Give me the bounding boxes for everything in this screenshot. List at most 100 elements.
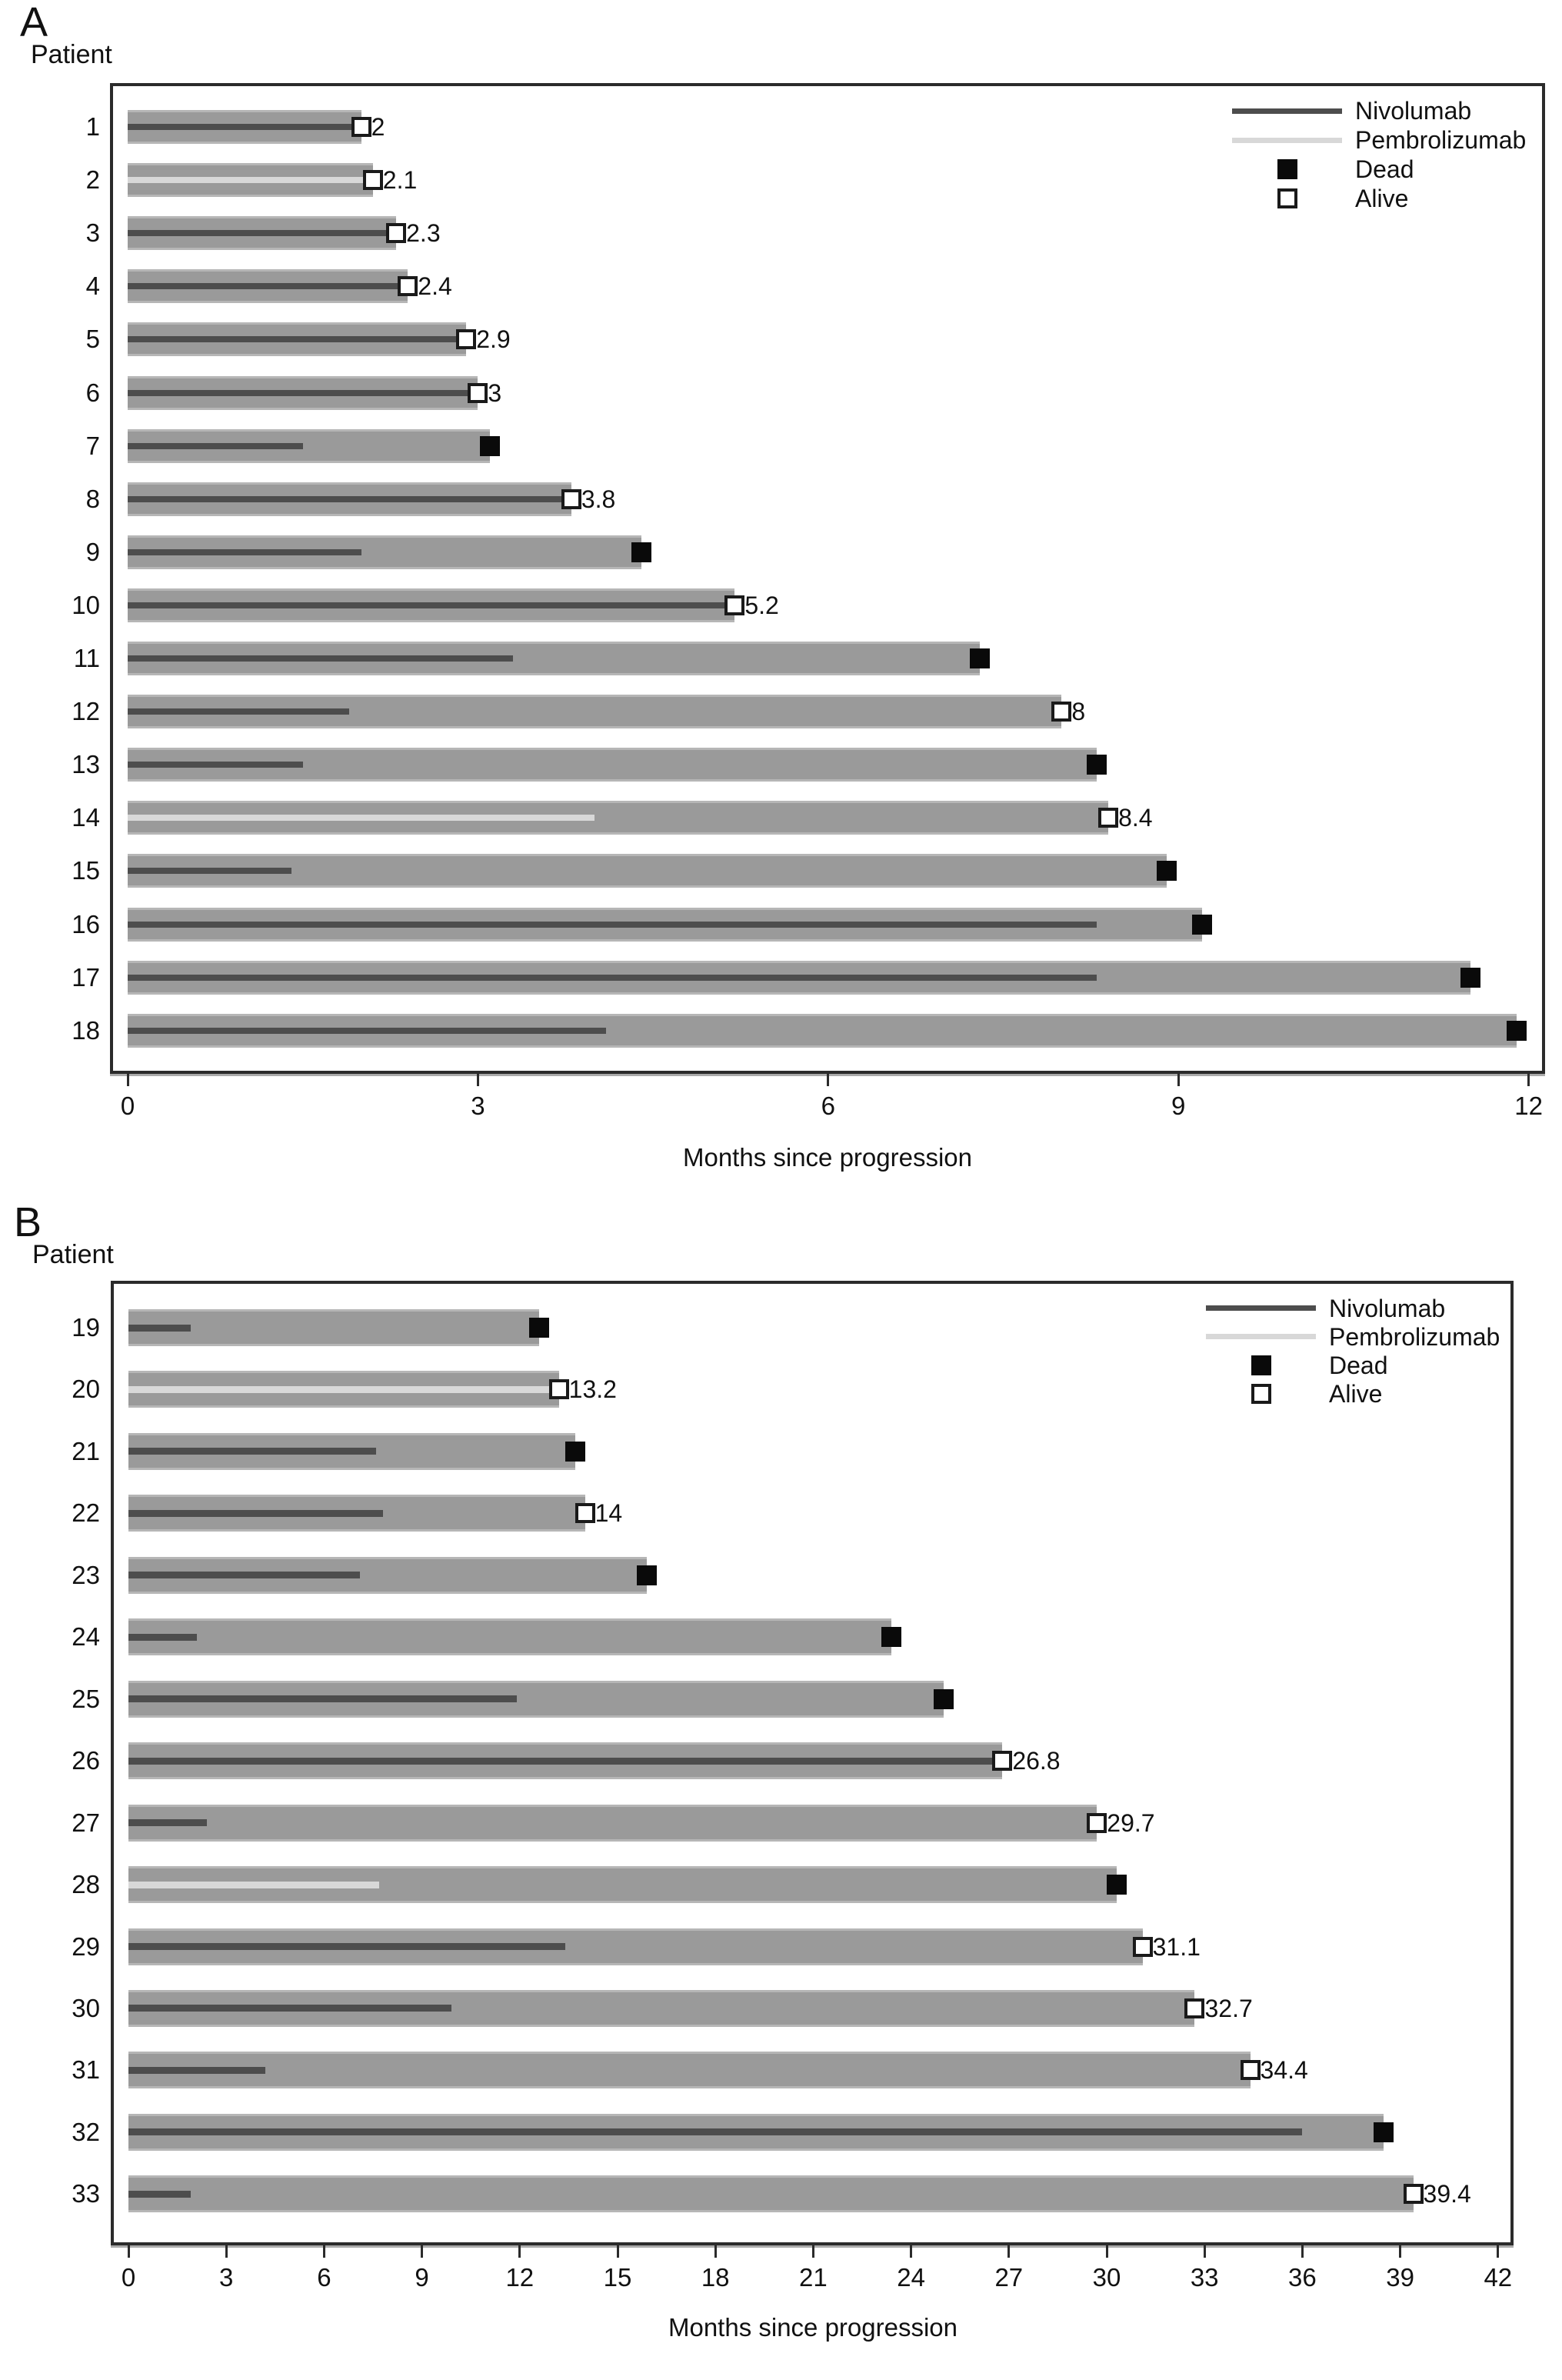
bar-value-label: 29.7 — [1107, 1808, 1155, 1837]
nivolumab-treatment-line — [128, 124, 361, 130]
x-axis-tick-label: 36 — [1288, 2263, 1317, 2292]
alive-marker — [456, 329, 477, 350]
nivolumab-treatment-line — [128, 1943, 566, 1950]
x-axis-tick — [127, 2245, 130, 2258]
patient-number-label: 31 — [72, 2055, 100, 2085]
nivolumab-line-icon — [1206, 1305, 1316, 1311]
bar-value-label: 32.7 — [1204, 1994, 1253, 2022]
alive-marker — [1098, 808, 1119, 828]
x-axis-tick — [225, 2245, 228, 2258]
x-axis-tick — [322, 2245, 325, 2258]
x-axis-tick-label: 12 — [1514, 1092, 1543, 1120]
legend-label-alive: Alive — [1329, 1379, 1383, 1408]
alive-marker — [1240, 2060, 1261, 2081]
x-axis-tick-label: 9 — [1171, 1092, 1186, 1120]
bar-value-label: 34.4 — [1260, 2056, 1308, 2085]
legend-item-pembrolizumab: Pembrolizumab — [1206, 1322, 1500, 1351]
panel-b-x-axis-title: Months since progression — [668, 2313, 958, 2342]
x-axis-tick — [518, 2245, 521, 2258]
bar-value-label: 2 — [371, 113, 385, 141]
nivolumab-treatment-line — [128, 442, 303, 449]
patient-number-label: 13 — [72, 750, 100, 779]
x-axis-tick-label: 15 — [603, 2263, 632, 2292]
x-axis-tick — [476, 1074, 479, 1086]
nivolumab-treatment-line — [128, 1695, 517, 1703]
x-axis-tick-label: 0 — [120, 1092, 135, 1120]
patient-number-label: 29 — [72, 1932, 100, 1961]
dead-marker — [1507, 1020, 1527, 1041]
legend-label-pembrolizumab: Pembrolizumab — [1355, 126, 1527, 154]
bar-value-label: 2.1 — [382, 166, 418, 195]
patient-number-label: 3 — [85, 218, 100, 248]
x-axis-tick — [910, 2245, 913, 2258]
nivolumab-treatment-line — [128, 2005, 451, 2012]
x-axis-tick — [1497, 2245, 1500, 2258]
patient-number-label: 28 — [72, 1870, 100, 1899]
legend-item-dead: Dead — [1206, 1351, 1500, 1379]
alive-marker — [1087, 1812, 1107, 1833]
survival-bar — [128, 1312, 540, 1344]
x-axis-tick — [1177, 1074, 1180, 1086]
legend-item-dead: Dead — [1232, 155, 1526, 184]
dead-marker — [881, 1627, 902, 1648]
patient-number-label: 5 — [85, 325, 100, 354]
nivolumab-treatment-line — [128, 1757, 1003, 1765]
x-axis-tick — [1399, 2245, 1402, 2258]
dead-square-icon — [1251, 1355, 1271, 1375]
x-axis-tick — [714, 2245, 717, 2258]
bar-value-label: 2.3 — [406, 219, 441, 248]
patient-number-label: 14 — [72, 803, 100, 832]
dead-marker — [934, 1688, 954, 1709]
bar-value-label: 14 — [594, 1499, 623, 1528]
legend-item-pembrolizumab: Pembrolizumab — [1232, 125, 1526, 155]
nivolumab-treatment-line — [128, 1448, 377, 1455]
survival-bar — [128, 1806, 1097, 1839]
survival-bar — [128, 1621, 892, 1654]
alive-marker — [386, 223, 407, 244]
dead-marker — [1460, 967, 1480, 988]
patient-number-label: 27 — [72, 1808, 100, 1837]
pembrolizumab-line-icon — [1206, 1334, 1316, 1339]
x-axis-tick-label: 33 — [1190, 2263, 1219, 2292]
bar-value-label: 13.2 — [568, 1375, 617, 1404]
alive-marker — [1403, 2184, 1424, 2205]
nivolumab-treatment-line — [128, 602, 735, 608]
dead-marker — [637, 1565, 658, 1585]
patient-number-label: 20 — [72, 1375, 100, 1404]
nivolumab-treatment-line — [128, 708, 350, 715]
legend-item-alive: Alive — [1232, 184, 1526, 213]
bar-value-label: 2.4 — [418, 272, 452, 301]
x-axis-tick-label: 12 — [505, 2263, 535, 2292]
dead-marker — [479, 435, 500, 456]
dead-marker — [1106, 1875, 1127, 1895]
x-axis-tick-label: 6 — [317, 2263, 331, 2292]
nivolumab-treatment-line — [128, 868, 291, 875]
dead-marker — [1374, 2122, 1394, 2142]
legend-label-nivolumab: Nivolumab — [1329, 1294, 1446, 1322]
patient-number-label: 11 — [73, 644, 100, 672]
survival-bar — [128, 856, 1167, 886]
bar-value-label: 26.8 — [1012, 1747, 1061, 1775]
patient-number-label: 10 — [72, 590, 100, 619]
nivolumab-treatment-line — [128, 2128, 1303, 2136]
patient-number-label: 2 — [85, 165, 100, 195]
legend-item-nivolumab: Nivolumab — [1232, 96, 1526, 125]
bar-value-label: 3.8 — [581, 485, 616, 513]
x-axis-tick-label: 21 — [799, 2263, 828, 2292]
patient-number-label: 18 — [72, 1015, 100, 1045]
nivolumab-treatment-line — [128, 921, 1097, 928]
nivolumab-treatment-line — [128, 389, 478, 396]
survival-bar — [128, 2054, 1251, 2087]
patient-number-label: 33 — [72, 2179, 100, 2208]
panel-a-plot-area — [110, 83, 1545, 1074]
panel-a-x-axis-title: Months since progression — [682, 1143, 973, 1172]
alive-marker — [468, 382, 488, 403]
panel-b-letter: B — [14, 1199, 42, 1245]
legend-label-nivolumab: Nivolumab — [1355, 97, 1472, 125]
dead-marker — [1086, 755, 1107, 775]
nivolumab-treatment-line — [128, 655, 513, 662]
legend-item-alive: Alive — [1206, 1379, 1500, 1408]
nivolumab-treatment-line — [128, 230, 397, 237]
nivolumab-treatment-line — [128, 336, 467, 343]
patient-number-label: 19 — [72, 1313, 100, 1342]
